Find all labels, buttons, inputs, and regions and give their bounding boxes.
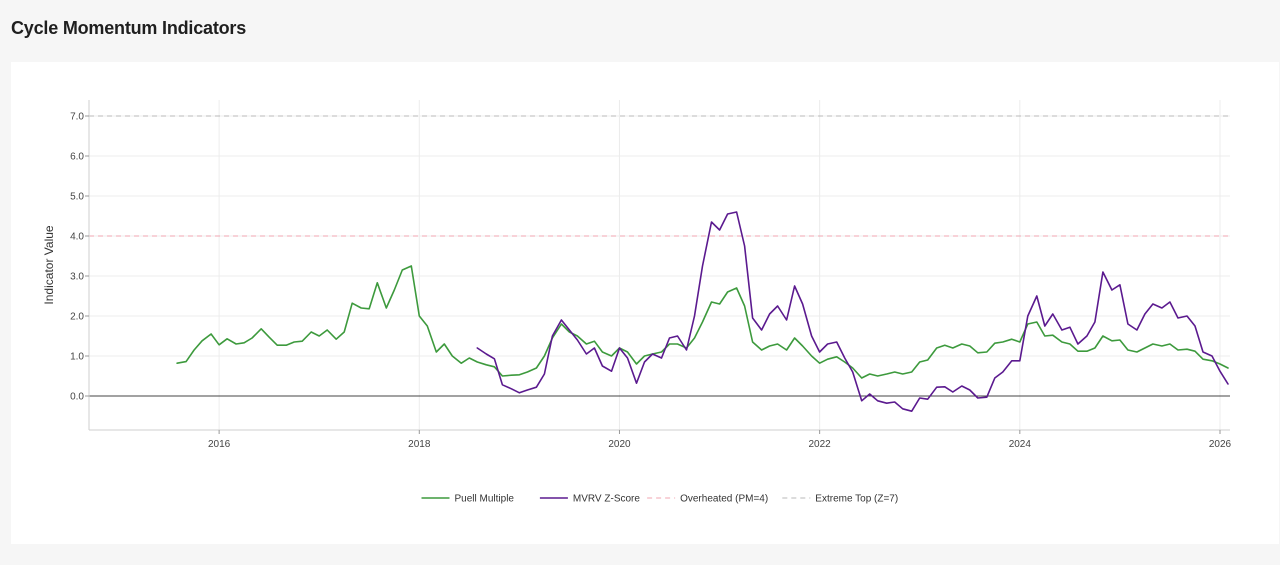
series-layer xyxy=(176,211,1229,412)
x-tick-label: 2022 xyxy=(809,439,832,450)
page-title: Cycle Momentum Indicators xyxy=(11,18,247,38)
y-axis-label: Indicator Value xyxy=(42,225,56,304)
axes: 0.0 1.0 2.0 3.0 4.0 5.0 6.0 7.0 2016 2018 2020 2022… xyxy=(42,100,1232,450)
x-tick-label: 2024 xyxy=(1009,439,1032,450)
legend-label: MVRV Z-Score xyxy=(573,494,640,505)
legend-item[interactable]: Extreme Top (Z=7) xyxy=(782,494,898,505)
y-tick-label: 1.0 xyxy=(70,352,84,363)
y-tick-label: 7.0 xyxy=(70,112,84,123)
mvrv-zscore-line[interactable] xyxy=(476,211,1229,412)
legend[interactable]: Puell Multiple MVRV Z-Score Overheated (PM… xyxy=(421,494,899,505)
y-tick-label: 2.0 xyxy=(70,312,84,323)
legend-label: Extreme Top (Z=7) xyxy=(815,494,898,505)
legend-item[interactable]: MVRV Z-Score xyxy=(539,494,640,505)
x-tick-label: 2016 xyxy=(208,439,231,450)
y-tick-label: 4.0 xyxy=(70,232,84,243)
grid-layer xyxy=(89,100,1230,430)
reference-lines xyxy=(89,115,1230,397)
legend-label: Puell Multiple xyxy=(455,494,515,505)
legend-item[interactable]: Overheated (PM=4) xyxy=(647,494,768,505)
puell-multiple-line[interactable] xyxy=(176,265,1229,379)
legend-label: Overheated (PM=4) xyxy=(680,494,768,505)
y-tick-label: 3.0 xyxy=(70,272,84,283)
x-tick-label: 2018 xyxy=(408,439,431,450)
x-tick-label: 2020 xyxy=(608,439,631,450)
y-tick-label: 5.0 xyxy=(70,192,84,203)
y-tick-label: 6.0 xyxy=(70,152,84,163)
legend-item[interactable]: Puell Multiple xyxy=(421,494,515,505)
x-tick-label: 2026 xyxy=(1209,439,1232,450)
y-tick-label: 0.0 xyxy=(70,392,84,403)
chart-panel: 0.0 1.0 2.0 3.0 4.0 5.0 6.0 7.0 2016 2018 2020 2022… xyxy=(11,62,1279,544)
momentum-chart[interactable]: 0.0 1.0 2.0 3.0 4.0 5.0 6.0 7.0 2016 2018 2020 2022… xyxy=(11,62,1279,544)
